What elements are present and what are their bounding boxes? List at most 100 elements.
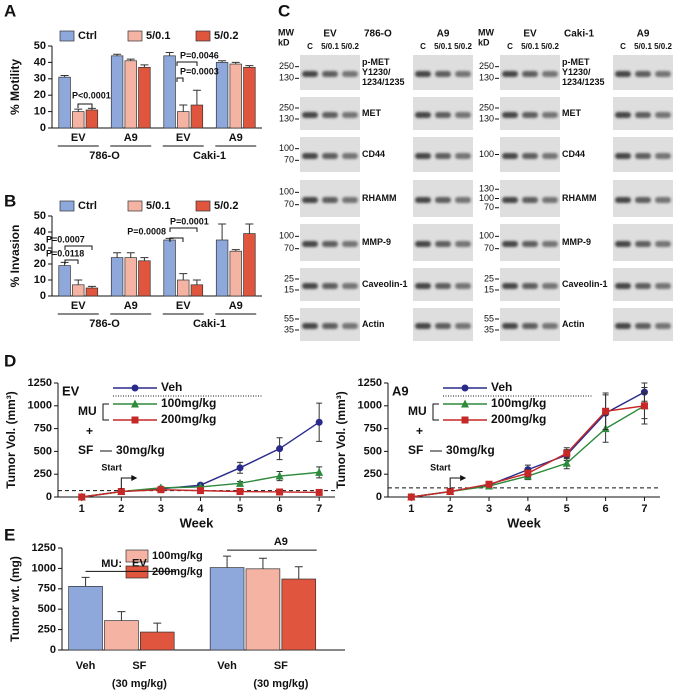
y-tick-label: 250 [38,624,56,636]
legend-annotation: SF [78,443,93,457]
error-bar [117,611,126,621]
blot-band [655,153,671,159]
blot-band [655,323,671,329]
mw-marker: 25 [284,273,294,283]
x-tick-label: A9 [229,132,243,144]
y-tick-label: 0 [40,122,46,134]
y-tick-label: 0 [40,290,46,302]
y-tick-label: 1250 [358,377,382,389]
mw-header: MW [478,27,494,37]
bar [163,55,176,129]
blot-band [435,197,451,203]
blot-band [435,71,451,77]
blot-band [655,283,671,289]
y-tick-label: 20 [34,89,46,101]
blot-band [615,153,631,159]
mw-marker: 55 [484,313,494,323]
treatment-dose: (30 mg/kg) [112,678,167,690]
error-bar [165,52,174,56]
cell-line-label: 786-O [364,29,392,40]
error-bar [74,279,83,285]
blot-band [502,153,518,159]
group-label: 786-O [89,318,120,330]
blot-band [542,283,558,289]
p-value: P=0.0001 [170,216,209,226]
error-bar [192,89,201,106]
x-tick-label: 5 [237,503,243,515]
point [562,458,571,467]
blot-band [655,112,671,118]
error-bar [153,622,162,633]
blot-band [302,197,318,203]
y-axis-label: % Motility [8,59,22,115]
legend-annotation: 30mg/kg [116,443,165,457]
lane-label: 5/0.2 [541,42,559,51]
legend-swatch [125,549,149,563]
y-tick-label: 500 [38,603,56,615]
blot-band [542,71,558,77]
error-bar [245,223,254,234]
blot-band [615,197,631,203]
error-bar [60,75,69,78]
protein-label: 1234/1235 [562,77,605,87]
lane-label: C [420,42,426,51]
panel-label: C [278,1,290,20]
y-tick-label: 30 [34,73,46,85]
legend-swatch [127,30,143,42]
y-tick-label: 500 [34,445,52,457]
blot-band [502,283,518,289]
p-bracket [64,245,93,250]
blot-band [322,241,338,247]
bar [243,233,256,297]
legend-annotation: + [416,424,423,438]
mw-marker: 15 [484,284,494,294]
lane-label: C [507,42,513,51]
blot-band [615,323,631,329]
blot-band [542,153,558,159]
blot-band [502,323,518,329]
bar [190,104,204,129]
blot-band [322,323,338,329]
mw-marker: 130 [279,73,294,83]
mw-marker: 25 [484,273,494,283]
blot-band [522,323,538,329]
blot-band [635,197,651,203]
panel-label: D [4,351,16,370]
protein-label: CD44 [362,149,385,159]
x-tick-label: Veh [76,660,96,672]
legend-label: 200mg/kg [491,412,546,426]
mw-marker: 70 [284,243,294,253]
error-bar [218,223,227,240]
treatment-dose: (30 mg/kg) [253,678,308,690]
mw-marker: 130 [479,184,494,194]
blot-band [435,241,451,247]
error-bar [87,107,96,110]
blot-band [455,112,471,118]
legend-swatch [195,30,211,42]
start-label: Start [101,462,122,472]
blot-band [615,283,631,289]
mw-marker: 35 [484,324,494,334]
p-value: P=0.0046 [180,50,219,60]
error-bar [179,273,188,280]
x-tick-label: 7 [641,503,647,515]
blot-band [542,241,558,247]
blot-band [542,197,558,203]
blot-band [302,241,318,247]
blot-band [302,323,318,329]
bar [281,578,317,651]
blot-band [502,71,518,77]
blot-band [455,71,471,77]
y-tick-label: 10 [34,106,46,118]
point [236,488,244,496]
legend-swatch [59,30,75,42]
x-tick-label: A9 [124,300,138,312]
p-value: P=0.0118 [46,248,84,258]
lane-label: C [620,42,626,51]
p-value: P<0.0001 [72,90,111,100]
point [563,449,571,457]
bar [209,567,245,651]
error-bar [113,252,122,258]
x-tick-label: EV [176,300,191,312]
